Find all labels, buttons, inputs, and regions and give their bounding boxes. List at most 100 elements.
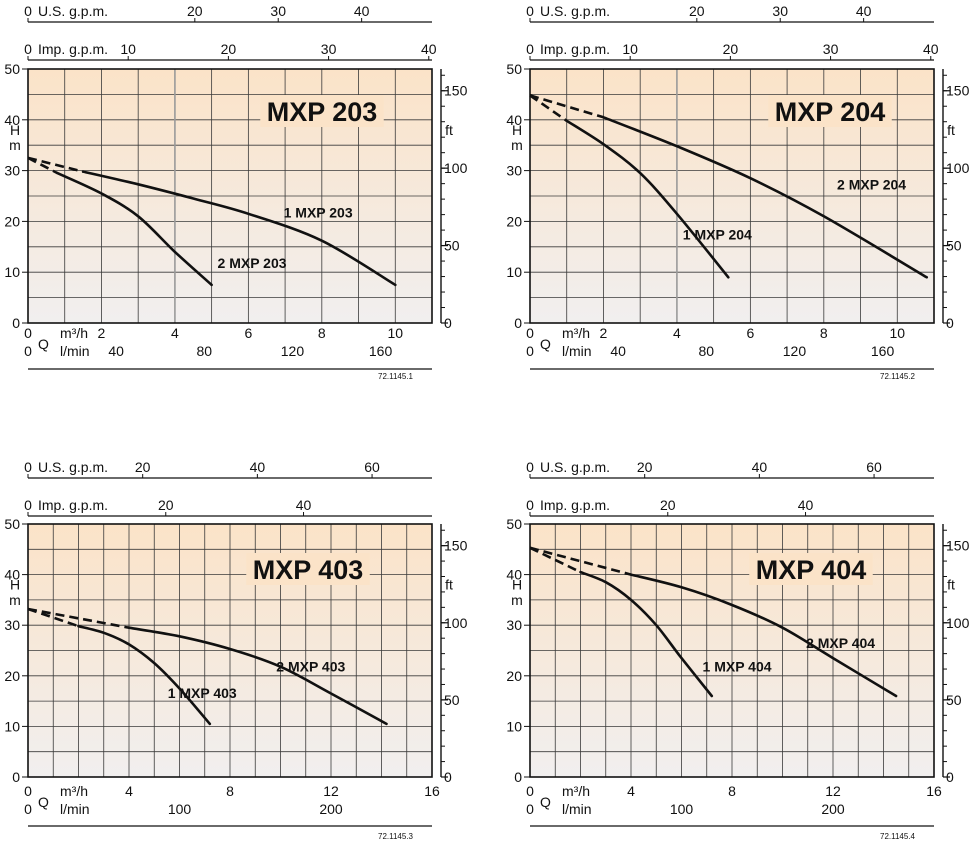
top-scale-label: 0 <box>526 459 534 475</box>
y-tick-label: 30 <box>506 163 522 179</box>
bottom-scale-label: 0 <box>24 783 32 799</box>
ft-tick-label: 150 <box>946 538 970 554</box>
title-backdrop <box>749 553 873 585</box>
bottom-scale-label: 120 <box>783 343 807 359</box>
top-scale-label: 40 <box>296 497 312 513</box>
top-scale-label: 40 <box>752 459 768 475</box>
bottom-scale-label: 40 <box>108 343 124 359</box>
y-axis-label-unit: m <box>9 137 21 153</box>
chart-title: MXP 404 <box>756 555 867 585</box>
y-tick-label: 10 <box>4 718 20 734</box>
ft-tick-label: 150 <box>444 83 468 99</box>
ft-tick-label: 100 <box>946 615 970 631</box>
bottom-scale-label: 2 <box>600 325 608 341</box>
y-axis-label-h: H <box>10 122 20 138</box>
top-scale-unit: U.S. g.p.m. <box>38 3 108 19</box>
bottom-scale-label: 10 <box>387 325 403 341</box>
top-scale-label: 40 <box>923 41 939 57</box>
figure-code: 72.1145.3 <box>378 832 414 841</box>
title-backdrop <box>768 95 892 127</box>
y-tick-label: 0 <box>12 315 20 331</box>
bottom-scale-unit: l/min <box>562 801 592 817</box>
curve-label: 1 MXP 204 <box>683 227 752 243</box>
bottom-scale-label: 4 <box>627 783 635 799</box>
curve-dashed-segment <box>27 607 79 628</box>
plot-frame <box>529 523 935 778</box>
x-axis-symbol: Q <box>38 794 49 810</box>
bottom-scale-label: 12 <box>825 783 841 799</box>
curve-label: 2 MXP 404 <box>806 635 875 651</box>
y-tick-label: 50 <box>506 61 522 77</box>
x-axis-symbol: Q <box>540 336 551 352</box>
top-scale-label: 20 <box>637 459 653 475</box>
bottom-scale-label: 4 <box>125 783 133 799</box>
x-axis-symbol: Q <box>38 336 49 352</box>
y-tick-label: 30 <box>506 617 522 633</box>
ft-tick-label: 0 <box>946 315 954 331</box>
chart-title: MXP 204 <box>775 97 886 127</box>
curve-solid-segment <box>602 116 928 279</box>
bottom-scale-label: 160 <box>871 343 895 359</box>
y-axis-label-unit: m <box>511 137 523 153</box>
ft-tick-label: 0 <box>946 769 954 785</box>
figure-code: 72.1145.2 <box>880 372 916 381</box>
y-tick-label: 30 <box>4 163 20 179</box>
bottom-scale-label: 200 <box>319 801 343 817</box>
curve-solid-segment <box>579 570 714 698</box>
top-scale-label: 30 <box>270 3 286 19</box>
curve-dashed-segment <box>27 607 130 629</box>
y-tick-label: 20 <box>4 213 20 229</box>
bottom-scale-label: 160 <box>369 343 393 359</box>
top-scale-label: 20 <box>135 459 151 475</box>
y-axis-label-unit: m <box>9 592 21 608</box>
figure-code: 72.1145.1 <box>378 372 414 381</box>
y-tick-label: 20 <box>506 668 522 684</box>
top-scale-label: 40 <box>250 459 266 475</box>
y-tick-label: 20 <box>4 668 20 684</box>
top-scale-label: 0 <box>526 3 534 19</box>
bottom-scale-unit: m³/h <box>60 325 88 341</box>
curve-label: 1 MXP 403 <box>168 685 237 701</box>
top-scale-label: 0 <box>24 3 32 19</box>
top-scale-label: 0 <box>24 41 32 57</box>
top-scale-label: 30 <box>823 41 839 57</box>
curve-label: 1 MXP 404 <box>703 659 772 675</box>
ft-tick-label: 150 <box>946 83 970 99</box>
ft-tick-label: 50 <box>444 238 460 254</box>
title-backdrop <box>260 95 384 127</box>
y-tick-label: 40 <box>506 112 522 128</box>
top-scale-label: 10 <box>622 41 638 57</box>
top-scale-label: 60 <box>866 459 882 475</box>
y-axis-label-h: H <box>10 577 20 593</box>
bottom-scale-label: 0 <box>24 343 32 359</box>
bottom-scale-label: 16 <box>926 783 942 799</box>
bottom-scale-label: 6 <box>244 325 252 341</box>
ft-axis-unit: ft <box>445 122 453 138</box>
bottom-scale-unit: m³/h <box>562 325 590 341</box>
curve-dashed-segment <box>27 156 84 173</box>
bottom-scale-label: 120 <box>281 343 305 359</box>
ft-axis-unit: ft <box>947 122 955 138</box>
bottom-scale-label: 0 <box>526 325 534 341</box>
bottom-scale-label: 100 <box>670 801 694 817</box>
curve-label: 2 MXP 203 <box>218 255 287 271</box>
top-scale-label: 30 <box>772 3 788 19</box>
top-scale-label: 20 <box>221 41 237 57</box>
bottom-scale-unit: l/min <box>562 343 592 359</box>
y-tick-label: 50 <box>506 516 522 532</box>
curve-solid-segment <box>81 170 397 287</box>
ft-tick-label: 0 <box>444 769 452 785</box>
top-scale-unit: Imp. g.p.m. <box>540 497 610 513</box>
top-scale-unit: Imp. g.p.m. <box>38 497 108 513</box>
figure-code: 72.1145.4 <box>880 832 916 841</box>
bottom-scale-label: 100 <box>168 801 192 817</box>
y-tick-label: 0 <box>514 315 522 331</box>
y-tick-label: 0 <box>12 769 20 785</box>
y-tick-label: 40 <box>4 112 20 128</box>
ft-tick-label: 100 <box>444 160 468 176</box>
curve-label: 2 MXP 403 <box>276 659 345 675</box>
top-scale-unit: U.S. g.p.m. <box>540 459 610 475</box>
